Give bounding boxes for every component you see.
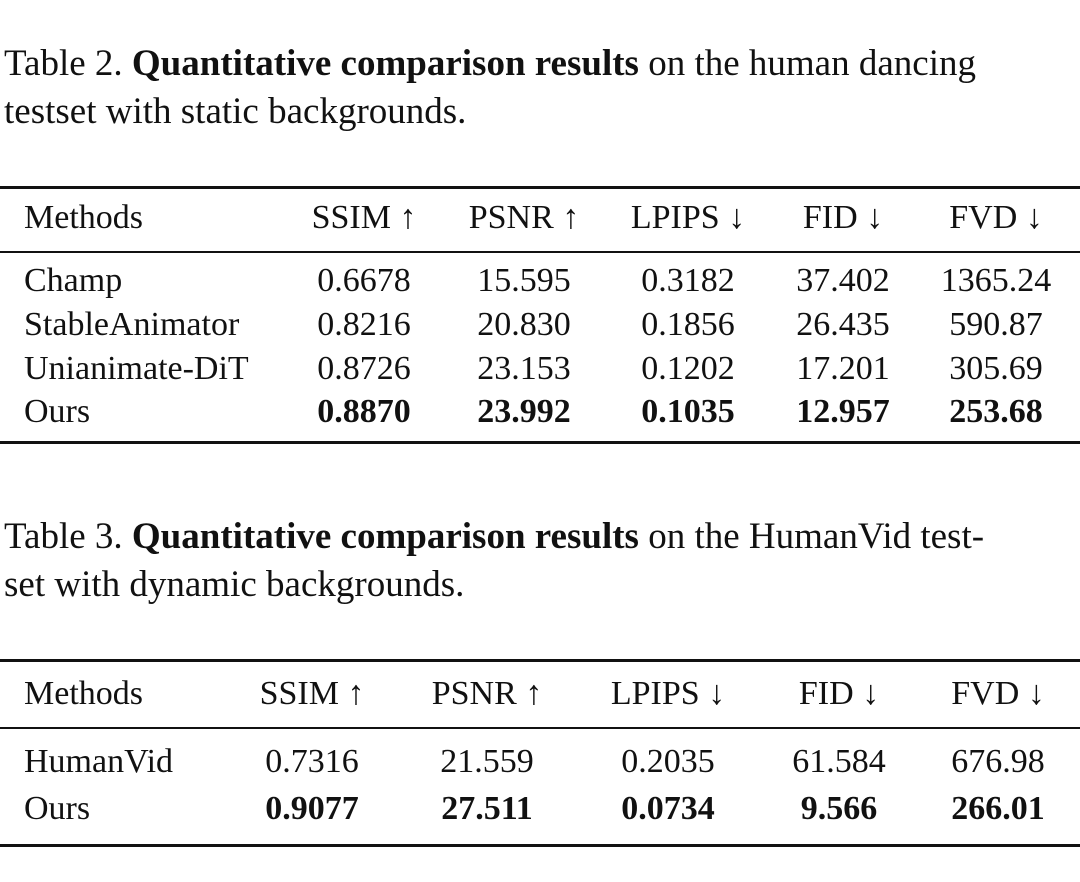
- lpips-value: 0.1856: [641, 306, 735, 343]
- table3-caption-bold: Quantitative comparison results: [131, 516, 639, 557]
- table-row: Ours 0.9077 27.511 0.0734 9.566 266.01: [0, 787, 1080, 831]
- lpips-value: 0.2035: [621, 743, 715, 780]
- table2-caption-rest: on the human dancing: [648, 43, 976, 84]
- ssim-value: 0.8216: [317, 306, 411, 343]
- table-row: StableAnimator 0.8216 20.830 0.1856 26.4…: [0, 303, 1080, 347]
- table3-caption-line2: set with dynamic backgrounds.: [4, 564, 465, 605]
- method-name: HumanVid: [24, 743, 174, 780]
- table3-header-methods: Methods: [24, 675, 143, 712]
- table3-header-fvd: FVD ↓: [951, 675, 1045, 712]
- table2-header-fid: FID ↓: [802, 199, 884, 236]
- fid-value: 37.402: [796, 262, 890, 299]
- table2-header-fvd: FVD ↓: [949, 199, 1043, 236]
- psnr-value: 27.511: [441, 790, 533, 827]
- ssim-value: 0.9077: [265, 790, 359, 827]
- table2-caption-prefix: Table 2.: [4, 43, 123, 84]
- fvd-value: 266.01: [951, 790, 1045, 827]
- table-row: Champ 0.6678 15.595 0.3182 37.402 1365.2…: [0, 259, 1080, 303]
- fid-value: 61.584: [792, 743, 886, 780]
- ssim-value: 0.8870: [317, 393, 411, 430]
- table2-bottom-rule: [0, 441, 1080, 444]
- ssim-value: 0.8726: [317, 350, 411, 387]
- table2-caption-bold: Quantitative comparison results: [131, 43, 639, 84]
- table2-caption-line2: testset with static backgrounds.: [4, 91, 467, 132]
- psnr-value: 20.830: [477, 306, 571, 343]
- fid-value: 17.201: [796, 350, 890, 387]
- fvd-value: 1365.24: [940, 262, 1052, 299]
- table3-header-fid: FID ↓: [798, 675, 880, 712]
- table3-header-psnr: PSNR ↑: [431, 675, 543, 712]
- table2-top-rule: [0, 186, 1080, 189]
- method-name: Ours: [24, 790, 91, 827]
- table3-caption: Table 3. Quantitative comparison results…: [4, 513, 1076, 609]
- method-name: StableAnimator: [24, 306, 240, 343]
- table2-header-lpips: LPIPS ↓: [630, 199, 746, 236]
- table2-header-psnr: PSNR ↑: [468, 199, 580, 236]
- table-row: Unianimate-DiT 0.8726 23.153 0.1202 17.2…: [0, 347, 1080, 391]
- table3-header-row: Methods SSIM ↑ PSNR ↑ LPIPS ↓ FID ↓ FVD …: [0, 672, 1080, 716]
- table2-header-ssim: SSIM ↑: [311, 199, 417, 236]
- lpips-value: 0.3182: [641, 262, 735, 299]
- fvd-value: 590.87: [949, 306, 1043, 343]
- table2-header-rule: [0, 251, 1080, 253]
- table3-top-rule: [0, 659, 1080, 662]
- table3-header-rule: [0, 727, 1080, 729]
- ssim-value: 0.6678: [317, 262, 411, 299]
- table2-caption: Table 2. Quantitative comparison results…: [4, 40, 1076, 136]
- table2-header-methods: Methods: [24, 199, 143, 236]
- table3-header-ssim: SSIM ↑: [259, 675, 365, 712]
- fvd-value: 305.69: [949, 350, 1043, 387]
- psnr-value: 15.595: [477, 262, 571, 299]
- ssim-value: 0.7316: [265, 743, 359, 780]
- psnr-value: 21.559: [440, 743, 534, 780]
- method-name: Ours: [24, 393, 91, 430]
- method-name: Champ: [24, 262, 123, 299]
- fvd-value: 253.68: [949, 393, 1043, 430]
- fid-value: 9.566: [800, 790, 878, 827]
- psnr-value: 23.153: [477, 350, 571, 387]
- table2-header-row: Methods SSIM ↑ PSNR ↑ LPIPS ↓ FID ↓ FVD …: [0, 196, 1080, 240]
- lpips-value: 0.0734: [621, 790, 715, 827]
- lpips-value: 0.1035: [641, 393, 735, 430]
- method-name: Unianimate-DiT: [24, 350, 249, 387]
- table-row: Ours 0.8870 23.992 0.1035 12.957 253.68: [0, 390, 1080, 434]
- psnr-value: 23.992: [477, 393, 571, 430]
- fid-value: 26.435: [796, 306, 890, 343]
- table3-header-lpips: LPIPS ↓: [610, 675, 726, 712]
- fid-value: 12.957: [796, 393, 890, 430]
- table3-caption-rest: on the HumanVid test-: [648, 516, 985, 557]
- table-row: HumanVid 0.7316 21.559 0.2035 61.584 676…: [0, 740, 1080, 784]
- table3-bottom-rule: [0, 844, 1080, 847]
- fvd-value: 676.98: [951, 743, 1045, 780]
- table3-caption-prefix: Table 3.: [4, 516, 123, 557]
- lpips-value: 0.1202: [641, 350, 735, 387]
